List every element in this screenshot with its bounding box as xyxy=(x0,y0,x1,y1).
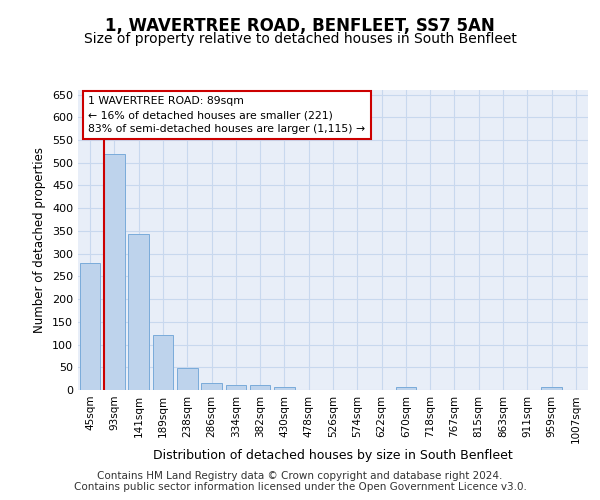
Bar xyxy=(395,387,416,390)
Text: 1 WAVERTREE ROAD: 89sqm
← 16% of detached houses are smaller (221)
83% of semi-d: 1 WAVERTREE ROAD: 89sqm ← 16% of detache… xyxy=(88,96,365,134)
Bar xyxy=(128,234,149,390)
Bar xyxy=(274,387,295,390)
Text: Contains HM Land Registry data © Crown copyright and database right 2024.
Contai: Contains HM Land Registry data © Crown c… xyxy=(74,471,526,492)
Text: Size of property relative to detached houses in South Benfleet: Size of property relative to detached ho… xyxy=(83,32,517,46)
Bar xyxy=(152,336,173,390)
Bar xyxy=(250,386,271,390)
X-axis label: Distribution of detached houses by size in South Benfleet: Distribution of detached houses by size … xyxy=(153,449,513,462)
Text: 1, WAVERTREE ROAD, BENFLEET, SS7 5AN: 1, WAVERTREE ROAD, BENFLEET, SS7 5AN xyxy=(105,18,495,36)
Y-axis label: Number of detached properties: Number of detached properties xyxy=(34,147,46,333)
Bar xyxy=(177,368,197,390)
Bar xyxy=(201,382,222,390)
Bar xyxy=(226,385,246,390)
Bar xyxy=(104,154,125,390)
Bar xyxy=(541,387,562,390)
Bar xyxy=(80,262,100,390)
